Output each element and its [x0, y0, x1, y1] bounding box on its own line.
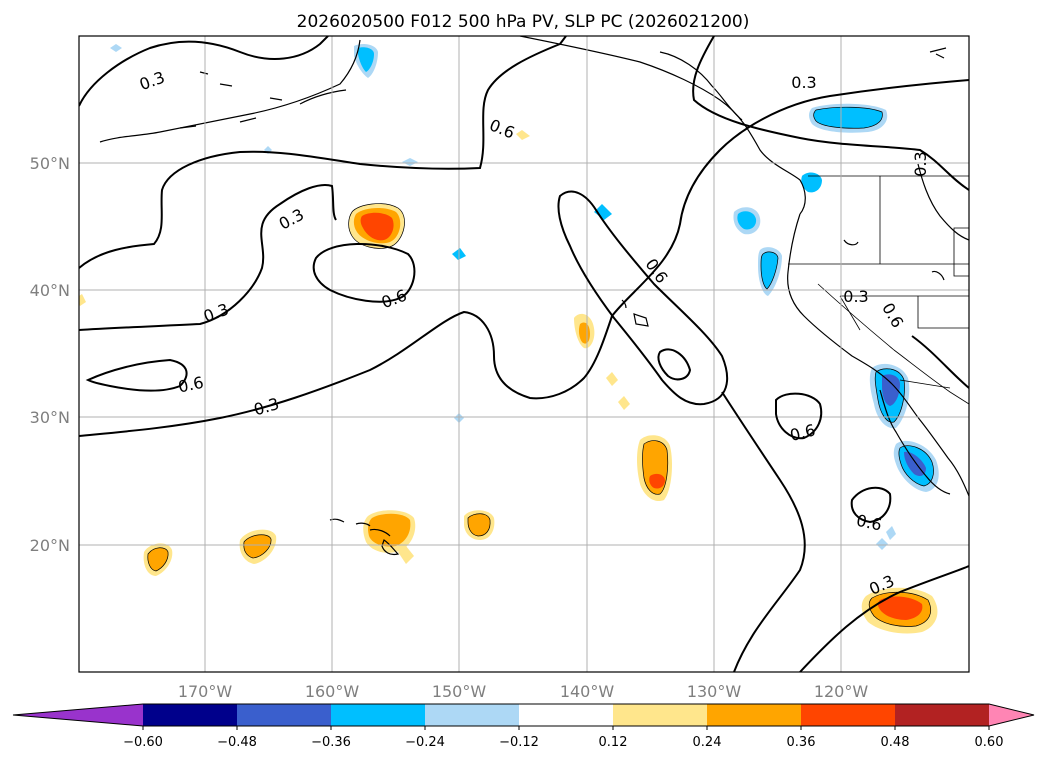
colorbar-tick-label: 0.48	[881, 735, 910, 750]
colorbar-extend-high	[989, 704, 1034, 726]
colorbar-swatch	[519, 704, 614, 726]
colorbar-swatch	[801, 704, 896, 726]
pv-blob	[594, 204, 612, 220]
lon-label: 150°W	[432, 682, 487, 701]
lat-label: 40°N	[30, 281, 70, 300]
contour-label: 0.3	[843, 287, 868, 306]
coastlines	[99, 36, 969, 556]
pv-blob	[813, 107, 883, 129]
pv-blob	[886, 526, 896, 540]
lon-label: 130°W	[687, 682, 742, 701]
colorbar-swatch	[425, 704, 520, 726]
pv-blob	[876, 538, 888, 550]
pv-blob	[368, 513, 411, 547]
contour-label: 0.3	[791, 73, 816, 92]
colorbar-swatch	[613, 704, 708, 726]
figure-title: 2026020500 F012 500 hPa PV, SLP PC (2026…	[297, 12, 750, 32]
colorbar-swatch	[707, 704, 802, 726]
pv-blob	[360, 212, 394, 241]
pv-blob	[877, 596, 923, 620]
colorbar-tick-label: 0.36	[787, 735, 816, 750]
lon-label: 160°W	[305, 682, 360, 701]
colorbar-tick-label: −0.48	[217, 735, 257, 750]
lat-label: 30°N	[30, 408, 70, 427]
pv-outline-contours	[147, 106, 934, 627]
pv-blob	[468, 513, 491, 536]
pv-blob	[79, 294, 86, 306]
lon-label: 170°W	[178, 682, 233, 701]
pv-blob	[649, 473, 665, 489]
pv-blob	[147, 547, 169, 571]
colorbar-tick-label: −0.24	[405, 735, 445, 750]
pv-blob	[516, 130, 530, 140]
pv-blob	[243, 534, 272, 558]
pv-blob	[761, 251, 778, 289]
contour-label: 0.6	[176, 373, 205, 397]
pv-blob	[402, 158, 418, 166]
pv-blob	[882, 374, 900, 406]
pv-blob	[618, 396, 630, 410]
colorbar-swatch	[237, 704, 332, 726]
pv-blob	[358, 47, 374, 72]
longitude-labels: 170°W 160°W 150°W 140°W 130°W 120°W	[178, 682, 869, 701]
colorbar-swatch	[895, 704, 990, 726]
contour-label: 0.3	[911, 151, 930, 176]
pv-blob	[737, 211, 757, 230]
contour-label: 0.6	[855, 511, 884, 535]
slp-contours	[79, 36, 969, 672]
colorbar-tick-label: −0.36	[311, 735, 351, 750]
pv-negative-features	[110, 44, 939, 550]
pv-blob	[606, 372, 618, 386]
latitude-labels: 50°N 40°N 30°N 20°N	[30, 154, 70, 555]
colorbar-tick-label: −0.12	[499, 735, 539, 750]
pv-blob	[398, 546, 414, 564]
lon-label: 120°W	[814, 682, 869, 701]
colorbar-tick-label: 0.60	[975, 735, 1004, 750]
colorbar-tick-label: 0.24	[693, 735, 722, 750]
political-borders	[788, 175, 969, 405]
colorbar-tick-label: −0.60	[123, 735, 163, 750]
colorbar-extend-low	[13, 704, 143, 726]
pv-blob	[801, 172, 822, 193]
colorbar-tick-label: 0.12	[599, 735, 628, 750]
colorbar-swatch	[143, 704, 238, 726]
pv-blob	[110, 44, 122, 52]
lon-label: 140°W	[560, 682, 615, 701]
lat-label: 20°N	[30, 536, 70, 555]
colorbar-swatch	[331, 704, 426, 726]
map-frame	[78, 35, 970, 673]
map-panel: 0.3 0.6 0.3 0.6 0.6 0.3 0.6 0.3 0.6 0.3 …	[78, 35, 970, 673]
colorbar: −0.60 −0.48 −0.36 −0.24 −0.12 0.12 0.24 0.36 0.4…	[12, 703, 1035, 750]
map-gridlines	[79, 36, 969, 672]
lat-label: 50°N	[30, 154, 70, 173]
